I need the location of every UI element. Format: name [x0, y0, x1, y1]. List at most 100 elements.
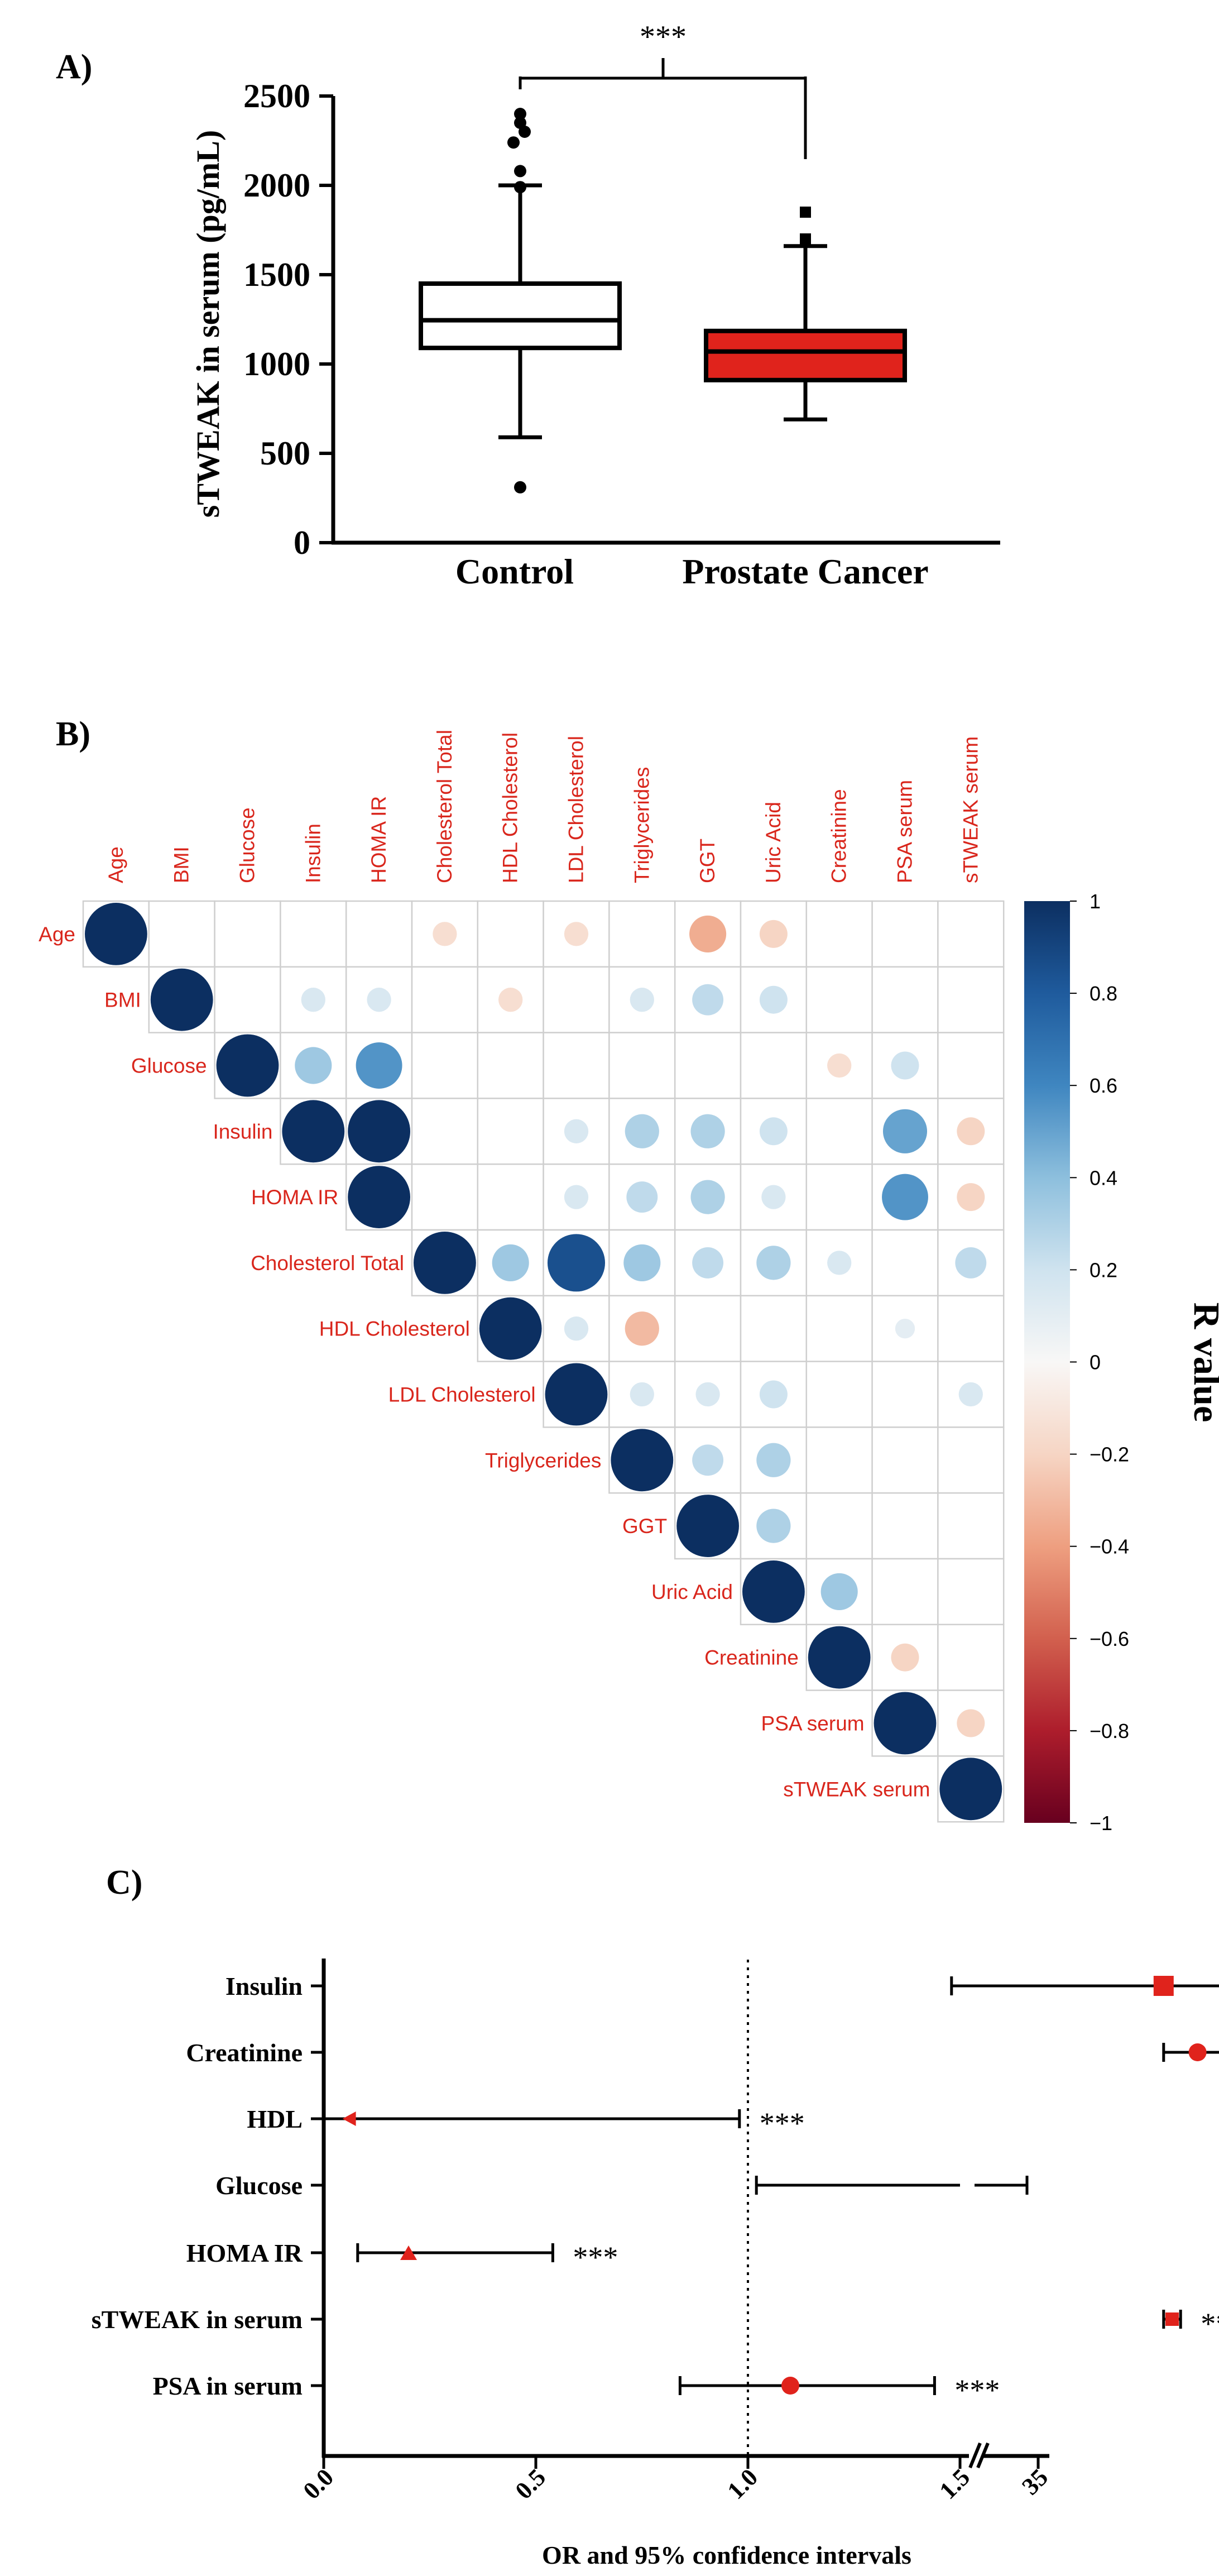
row-label: LDL Cholesterol: [388, 1383, 536, 1406]
correlation-circle: [150, 968, 213, 1031]
correlation-circle: [742, 1560, 805, 1623]
column-label: Glucose: [236, 807, 259, 883]
outlier-point: [514, 165, 526, 178]
column-label: Triglycerides: [630, 767, 653, 883]
significance-stars: ***: [640, 20, 687, 54]
grid-cell: [411, 1163, 479, 1231]
correlation-circle: [756, 1246, 791, 1280]
grid-cell: [871, 1426, 939, 1494]
row-label: Glucose: [215, 2171, 303, 2200]
correlation-circle: [85, 903, 147, 965]
grid-cell: [214, 966, 281, 1033]
correlation-circle: [895, 1319, 915, 1339]
colorbar-label: R value: [1186, 1303, 1219, 1423]
box-prostate-cancer: [704, 207, 907, 422]
row-label: HDL: [247, 2105, 303, 2133]
estimate-marker: [781, 2377, 799, 2395]
correlation-circle: [630, 1382, 654, 1407]
grid-cell: [871, 1558, 939, 1626]
correlation-circle: [957, 1117, 985, 1146]
grid-cell: [805, 1098, 873, 1165]
x-tick-label: 0.0: [298, 2463, 339, 2505]
grid-cell: [543, 966, 610, 1033]
estimate-marker: [400, 2245, 417, 2260]
x-category-label: Control: [455, 552, 574, 591]
outlier-point: [514, 181, 526, 194]
correlation-circle: [690, 1180, 725, 1214]
grid-cell: [805, 966, 873, 1033]
forest-row: Glucose: [215, 2171, 1029, 2200]
correlation-circle: [958, 1382, 983, 1407]
row-label: PSA serum: [761, 1712, 865, 1735]
correlation-circle: [611, 1429, 674, 1492]
grid-cell: [280, 900, 347, 968]
grid-cell: [937, 1624, 1005, 1691]
outlier-point: [507, 136, 520, 149]
correlation-circle: [820, 1573, 858, 1610]
correlation-circle: [295, 1047, 332, 1084]
column-label: Age: [104, 846, 127, 883]
y-tick-label: 0: [294, 524, 310, 561]
correlation-circle: [414, 1232, 476, 1294]
correlation-circle: [564, 1185, 589, 1209]
correlation-circle: [564, 1119, 589, 1143]
correlation-circle: [626, 1181, 658, 1213]
correlation-circle: [492, 1244, 529, 1281]
grid-cell: [937, 1032, 1005, 1099]
column-label: PSA serum: [894, 780, 916, 883]
x-tick-label: 1.0: [722, 2463, 764, 2505]
forest-row: sTWEAK in serum ***: [92, 2305, 1219, 2340]
row-label: GGT: [622, 1515, 667, 1538]
correlation-circle: [216, 1034, 279, 1097]
correlation-circle: [874, 1692, 937, 1755]
grid-cell: [937, 1558, 1005, 1626]
estimate-marker: [342, 2111, 356, 2126]
forest-row: HOMA IR ***: [186, 2239, 618, 2274]
grid-cell: [608, 900, 676, 968]
panel-a-boxplot: A) sTWEAK in serum (pg/mL) 0 500 1000 1500 2…: [56, 20, 1000, 591]
grid-cell: [411, 1098, 479, 1165]
forest-row: PSA in serum ***: [153, 2372, 1000, 2407]
correlation-circle: [348, 1100, 410, 1163]
panel-b-correlation: B) Age BMI Glucose Insulin HOMA IR Cholestero…: [39, 715, 1219, 1835]
correlation-circle: [808, 1626, 871, 1689]
y-tick-label: 1500: [243, 256, 310, 293]
correlation-circle: [564, 1316, 589, 1341]
colorbar-tick-label: 0: [1090, 1351, 1101, 1374]
row-label: Creatinine: [704, 1646, 799, 1669]
x-tick-label: 0.5: [510, 2463, 551, 2505]
grid-cell: [805, 1492, 873, 1560]
correlation-circle: [759, 985, 788, 1014]
colorbar-tick-label: 0.4: [1090, 1166, 1117, 1189]
column-label: Cholesterol Total: [433, 730, 456, 883]
column-label: LDL Cholesterol: [565, 736, 588, 883]
correlation-circle: [564, 922, 589, 946]
outlier-point: [800, 233, 811, 245]
row-label: Insulin: [225, 1972, 303, 2000]
correlation-circle: [827, 1251, 852, 1275]
grid-cell: [871, 1229, 939, 1297]
y-axis-label: sTWEAK in serum (pg/mL): [190, 130, 226, 518]
colorbar-tick-label: −0.8: [1090, 1720, 1129, 1742]
correlation-circle: [623, 1244, 661, 1281]
x-tick-label: 35: [1016, 2463, 1053, 2500]
correlation-circle: [695, 1382, 720, 1407]
correlation-circle: [761, 1185, 786, 1209]
column-label: GGT: [696, 839, 719, 883]
outlier-point: [514, 108, 526, 120]
grid-cell: [871, 966, 939, 1033]
column-label: HDL Cholesterol: [499, 732, 522, 883]
correlation-circle: [625, 1114, 659, 1148]
colorbar-tick-label: 0.8: [1090, 982, 1117, 1005]
iqr-box: [419, 281, 622, 351]
x-category-label: Prostate Cancer: [682, 552, 928, 591]
row-label: Glucose: [131, 1055, 207, 1078]
iqr-box: [704, 328, 907, 382]
significance-stars: ***: [760, 2106, 805, 2140]
grid-cell: [937, 1426, 1005, 1494]
panel-c-label: C): [106, 1864, 142, 1902]
grid-cell: [937, 1163, 1005, 1231]
grid-cell: [871, 1361, 939, 1428]
grid-cell: [477, 1098, 544, 1165]
correlation-circle: [690, 1114, 725, 1148]
